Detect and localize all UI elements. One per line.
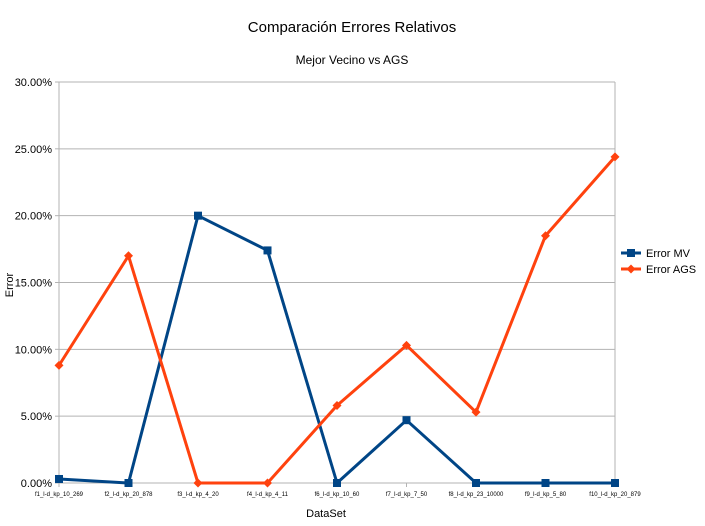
data-point-diamond: [193, 478, 203, 488]
data-point-square: [263, 246, 272, 255]
data-point-square: [402, 416, 411, 425]
x-axis-label: DataSet: [306, 508, 346, 520]
chart-subtitle: Mejor Vecino vs AGS: [296, 53, 409, 67]
data-point-square: [541, 479, 550, 487]
y-tick-label: 15.00%: [15, 278, 53, 290]
legend-marker-square: [627, 249, 635, 257]
x-tick-label: f9_l-d_kp_5_80: [525, 492, 567, 498]
data-point-square: [333, 479, 341, 487]
legend: Error MV Error AGS: [621, 248, 696, 276]
y-tick-label: 30.00%: [15, 77, 53, 89]
data-point-square: [194, 211, 202, 220]
legend-marker-diamond: [626, 264, 636, 274]
y-tick-label: 10.00%: [15, 344, 53, 356]
y-tick-label: 5.00%: [21, 411, 52, 423]
x-tick-label: f1_l-d_kp_10_269: [35, 492, 84, 498]
data-point-diamond: [610, 152, 620, 162]
x-tick-label: f10_l-d_kp_20_879: [589, 492, 641, 498]
data-point-square: [472, 479, 480, 487]
legend-label: Error MV: [646, 248, 691, 260]
x-tick-label: f7_l-d_kp_7_50: [386, 492, 428, 498]
data-point-diamond: [54, 360, 64, 370]
data-point-diamond: [402, 340, 411, 350]
data-point-diamond: [541, 231, 550, 241]
y-tick-label: 20.00%: [15, 211, 53, 223]
x-tick-label: f2_l-d_kp_20_878: [104, 492, 153, 498]
legend-label: Error AGS: [646, 264, 696, 276]
chart-title: Comparación Errores Relativos: [248, 19, 456, 36]
data-point-diamond: [332, 400, 342, 410]
data-point-square: [124, 479, 133, 487]
tick-labels: 0.00% 5.00% 10.00% 15.00% 20.00% 25.00% 30.00%…: [15, 77, 642, 498]
gridlines: [59, 81, 615, 484]
data-point-square: [611, 479, 619, 487]
data-point-diamond: [263, 478, 272, 488]
y-tick-label: 0.00%: [21, 478, 52, 490]
y-axis-label: Error: [4, 272, 16, 297]
data-point-diamond: [471, 407, 481, 417]
x-tick-label: f4_l-d_kp_4_11: [247, 492, 289, 498]
x-tick-label: f8_l-d_kp_23_10000: [449, 492, 504, 498]
axes: [55, 81, 616, 487]
x-tick-label: f6_l-d_kp_10_60: [315, 492, 360, 498]
x-tick-label: f3_l-d_kp_4_20: [177, 492, 219, 498]
data-point-diamond: [124, 251, 133, 261]
series-group: [54, 152, 620, 488]
y-tick-label: 25.00%: [15, 144, 53, 156]
data-point-square: [55, 474, 63, 483]
